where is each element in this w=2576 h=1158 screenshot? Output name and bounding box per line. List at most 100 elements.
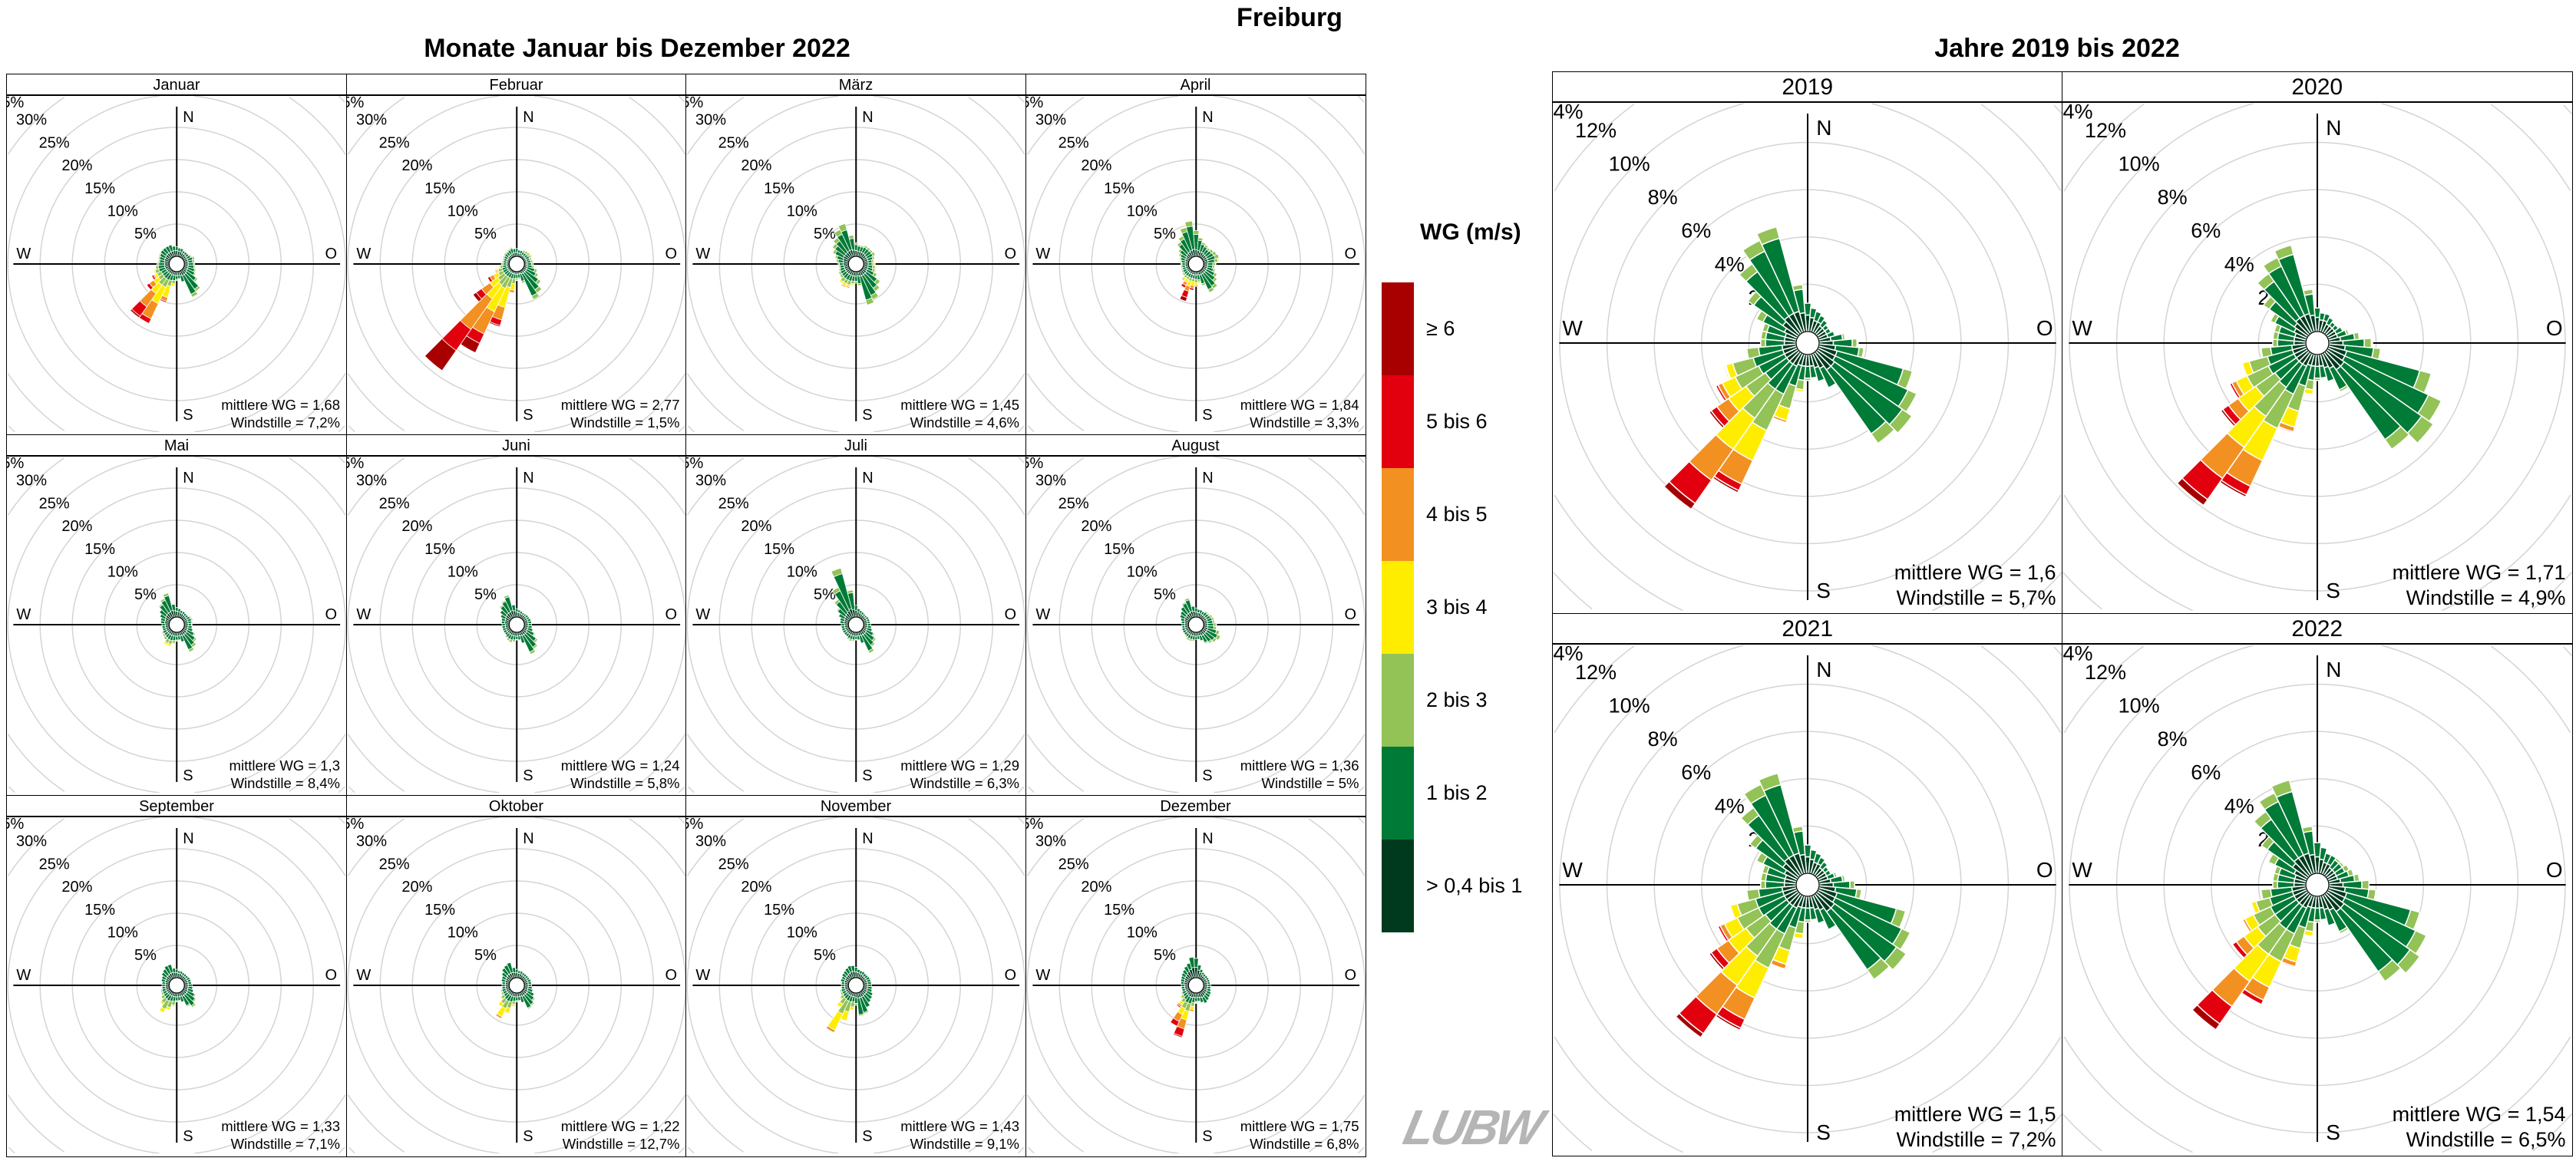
grid-ring — [8, 96, 345, 432]
ring-label: 6% — [2191, 761, 2221, 784]
sector-bar-segment — [1194, 1002, 1198, 1004]
compass-s: S — [1816, 579, 1831, 602]
compass-n: N — [862, 830, 873, 847]
grid-ring — [347, 817, 686, 1153]
sector-bar-segment — [167, 964, 174, 974]
calm-share: Windstille = 5,7% — [1896, 586, 2056, 609]
legend-swatch — [1382, 468, 1414, 561]
ring-label: 5% — [1154, 586, 1176, 603]
sector-bar-segment — [1841, 874, 1846, 883]
sector-bar-segment — [1184, 220, 1193, 228]
panel-title: Februar — [346, 74, 686, 96]
sector-bar-segment — [193, 262, 196, 266]
ring-label: 4% — [2224, 794, 2254, 817]
mean-wind-speed: mittlere WG = 1,33 — [221, 1118, 340, 1135]
compass-s: S — [2326, 579, 2340, 602]
ring-label: 15% — [424, 180, 455, 197]
sector-bar-segment — [1663, 480, 1696, 510]
compass-w: W — [695, 967, 710, 984]
panel-stats: mittlere WG = 1,71 Windstille = 4,9% — [2393, 560, 2566, 611]
sector-bar-segment — [1708, 952, 1726, 971]
calm-share: Windstille = 3,3% — [1250, 414, 1359, 431]
sector-bar-segment — [841, 283, 847, 288]
ring-label: 30% — [1035, 473, 1065, 490]
ring-label: 14% — [2062, 103, 2093, 123]
wind-rose-panel: Dezember 5% 10% 15% 20% 25% 30%35% N S W Omittlere… — [1025, 795, 1366, 1157]
sector-bar-segment — [159, 1000, 165, 1005]
sector-bar-segment — [1888, 408, 1913, 434]
sector-bar-segment — [838, 995, 844, 1001]
sector-bar-segment — [2313, 919, 2322, 923]
panel-title: Mai — [7, 435, 346, 457]
legend-label: 4 bis 5 — [1426, 502, 1488, 526]
ring-label: 5% — [474, 226, 497, 242]
ring-label: 10% — [1126, 925, 1157, 942]
sector-bar-segment — [850, 640, 855, 642]
sector-bar-segment — [499, 995, 504, 1001]
grid-ring — [8, 457, 345, 793]
sector-bar-segment — [1849, 879, 1855, 890]
sector-bar-segment — [174, 639, 179, 642]
sector-bar-segment — [1200, 972, 1205, 976]
ring-label: 15% — [84, 180, 115, 197]
panel-stats: mittlere WG = 1,5 Windstille = 7,2% — [1894, 1102, 2056, 1153]
sector-bar-segment — [1755, 226, 1781, 246]
sector-bar-segment — [854, 1002, 858, 1006]
ring-label: 5% — [134, 947, 157, 964]
calm-circle — [168, 616, 185, 633]
sector-bar-segment — [2220, 408, 2237, 427]
grid-ring — [7, 818, 346, 1153]
sector-bar-segment — [2260, 346, 2273, 358]
sector-bar-segment — [1212, 622, 1217, 627]
compass-o: O — [665, 606, 677, 623]
ring-label: 5% — [1154, 226, 1176, 242]
sector-bar-segment — [510, 604, 516, 612]
calm-circle — [508, 256, 525, 272]
sector-bar-segment — [847, 589, 854, 594]
ring-label: 30% — [695, 473, 726, 490]
compass-w: W — [1562, 858, 1583, 882]
compass-o: O — [2546, 316, 2563, 340]
grid-ring — [686, 817, 1025, 1153]
sector-bar-segment — [1818, 906, 1837, 931]
sector-bar-segment — [530, 292, 540, 300]
panel-title: November — [686, 796, 1025, 817]
grid-ring — [7, 457, 346, 793]
sector-bar-segment — [1197, 237, 1204, 242]
calm-circle — [2305, 331, 2330, 355]
mean-wind-speed: mittlere WG = 1,54 — [2392, 1102, 2566, 1126]
ring-label: 5% — [1154, 947, 1176, 964]
sector-bar-segment — [506, 962, 514, 974]
compass-o: O — [1344, 246, 1356, 262]
sector-bar-segment — [838, 280, 844, 285]
compass-s: S — [523, 1128, 533, 1145]
ring-label: 12% — [2085, 119, 2126, 142]
grid-ring — [348, 457, 685, 793]
sector-bar-segment — [171, 246, 177, 252]
sector-bar-segment — [1818, 319, 1828, 329]
calm-share: Windstille = 6,8% — [1250, 1135, 1359, 1152]
sector-bar-segment — [160, 995, 164, 1000]
panel-title: Dezember — [1025, 796, 1366, 817]
grid-ring — [8, 817, 345, 1153]
sector-bar-segment — [2353, 873, 2360, 883]
sector-bar-segment — [519, 995, 525, 1004]
sector-bar-segment — [2363, 338, 2373, 348]
sector-bar-segment — [1803, 844, 1812, 858]
sector-bar-segment — [2301, 825, 2313, 833]
sector-bar-segment — [858, 635, 865, 644]
ring-label: 30% — [1035, 833, 1065, 850]
compass-o: O — [2546, 858, 2563, 882]
ring-label: 8% — [2158, 727, 2188, 751]
compass-n: N — [862, 109, 873, 126]
sector-bar-segment — [472, 292, 482, 302]
sector-bar-segment — [1760, 338, 1766, 348]
grid-ring — [7, 457, 346, 792]
sector-bar-segment — [2240, 362, 2248, 378]
compass-w: W — [356, 246, 371, 262]
wind-rose-panel: September 5% 10% 15% 20% 25% 30%35% N S W Omittler… — [6, 795, 347, 1157]
